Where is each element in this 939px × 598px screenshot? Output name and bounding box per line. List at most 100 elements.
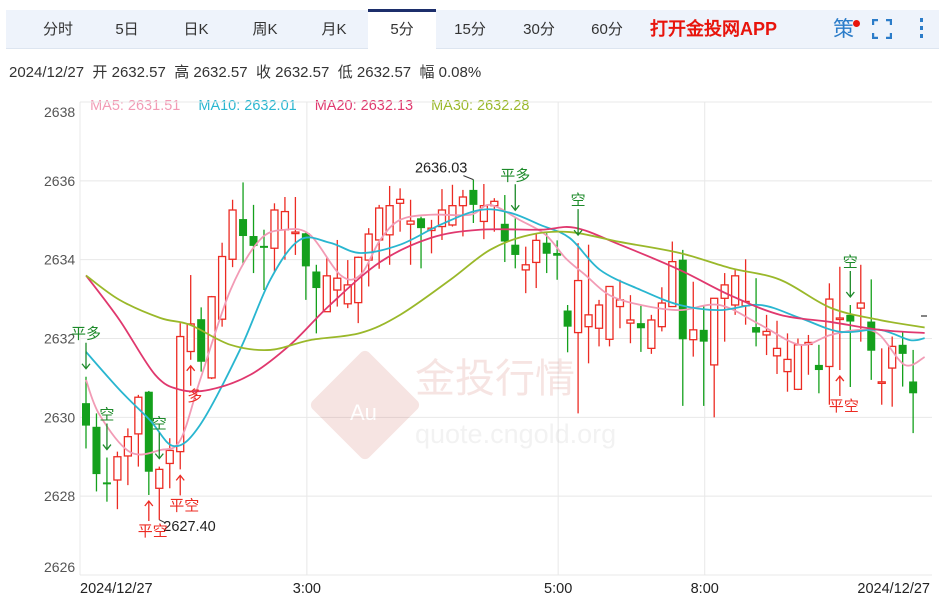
candle-down xyxy=(699,305,708,406)
strategy-button[interactable]: 策 xyxy=(833,10,860,50)
candle-body xyxy=(134,396,143,435)
candle-body xyxy=(102,482,111,485)
tab-monthly-k[interactable]: 月K xyxy=(321,21,347,38)
tab-daily-k[interactable]: 日K xyxy=(183,21,209,38)
signal-marker: 平空 xyxy=(169,474,199,514)
ohlc-info-row: 2024/12/27 开 2632.57 高 2632.57 收 2632.57… xyxy=(9,61,481,82)
y-tick-label: 2638 xyxy=(44,104,75,120)
candle-body xyxy=(375,207,384,241)
candle-down xyxy=(678,249,687,406)
candle-body xyxy=(395,198,405,204)
period-tab-bar: 分时 5日 日K 周K 月K 5分 15分 30分 60分 打开金投网APP 策 xyxy=(6,9,939,50)
candle-up xyxy=(835,266,844,371)
candle-down xyxy=(312,264,321,334)
arrow-up-icon xyxy=(175,474,185,496)
candle-up xyxy=(594,299,604,347)
change-label: 幅 xyxy=(419,64,435,81)
candle-down xyxy=(144,390,153,495)
signal-label: 平多 xyxy=(500,167,530,184)
tab-5day[interactable]: 5日 xyxy=(115,21,139,38)
candle-up xyxy=(793,338,803,391)
candle-down xyxy=(542,233,551,274)
arrow-down-icon xyxy=(845,270,855,299)
open-app-link[interactable]: 打开金投网APP xyxy=(650,19,778,39)
candle-body xyxy=(584,314,593,328)
candle-down xyxy=(249,204,258,274)
candle-up xyxy=(856,264,865,342)
candle-up xyxy=(479,183,489,240)
close-label: 收 xyxy=(255,64,271,81)
more-vertical-icon[interactable] xyxy=(918,18,924,40)
fullscreen-icon[interactable] xyxy=(872,19,892,39)
candle-body xyxy=(228,209,237,260)
tab-5min[interactable]: 5分 xyxy=(368,9,436,49)
tab-weekly-k[interactable]: 周K xyxy=(252,21,278,38)
strategy-label: 策 xyxy=(833,18,854,41)
signal-label: 空 xyxy=(843,254,858,271)
candle-down xyxy=(636,305,645,352)
candle-body xyxy=(155,468,164,489)
candle-body xyxy=(846,314,855,322)
candle-body xyxy=(333,277,342,291)
signal-marker: 平空 xyxy=(138,499,168,540)
candle-up xyxy=(668,241,677,308)
signal-marker: 平空 xyxy=(829,374,859,415)
candle-up xyxy=(710,297,719,418)
tab-60min[interactable]: 60分 xyxy=(591,21,623,38)
low-pointer xyxy=(159,519,166,524)
low-label: 低 xyxy=(337,64,353,81)
candle-body xyxy=(82,403,90,426)
candle-body xyxy=(92,426,101,475)
candle-body xyxy=(699,329,708,342)
x-tick-label: 3:00 xyxy=(293,581,321,597)
candle-up xyxy=(385,185,394,265)
candles xyxy=(82,179,918,520)
x-tick-label: 2024/12/27 xyxy=(80,581,153,597)
candle-down xyxy=(102,457,111,502)
candle-down xyxy=(846,304,855,387)
candle-up xyxy=(343,260,352,309)
candle-up xyxy=(113,451,122,510)
signal-marker: 空 xyxy=(571,192,586,237)
candle-up xyxy=(333,239,342,307)
candle-body xyxy=(573,279,583,334)
candle-down xyxy=(239,182,248,265)
candle-down xyxy=(511,218,520,269)
candle-body xyxy=(825,298,834,368)
watermark: Au 金投行情 quote.cngold.org xyxy=(310,350,616,460)
high-pointer xyxy=(463,175,474,181)
tab-30min[interactable]: 30分 xyxy=(523,21,555,38)
candle-body xyxy=(814,364,823,371)
high-price-label: 2636.03 xyxy=(415,161,467,177)
candle-body xyxy=(710,297,719,366)
x-axis: 2024/12/27 3:00 5:00 8:00 2024/12/27 xyxy=(80,581,930,597)
tab-intraday[interactable]: 分时 xyxy=(42,21,73,38)
candle-body xyxy=(793,344,803,390)
candle-body xyxy=(385,205,394,236)
watermark-logo-text: Au xyxy=(350,400,377,425)
candle-body xyxy=(469,189,478,205)
arrow-up-icon xyxy=(144,499,154,521)
candle-body xyxy=(458,196,468,207)
candle-down xyxy=(752,278,761,347)
ma-lines xyxy=(85,203,926,456)
candle-body xyxy=(312,271,321,289)
candle-body xyxy=(783,358,792,373)
open-label: 开 xyxy=(92,64,108,81)
signal-label: 平空 xyxy=(169,497,199,514)
candle-down xyxy=(898,331,907,387)
candle-down xyxy=(259,229,268,291)
candle-body xyxy=(888,345,897,369)
candle-body xyxy=(417,218,426,229)
ma20-line xyxy=(85,226,925,393)
tab-15min[interactable]: 15分 xyxy=(454,21,486,38)
arrow-down-icon xyxy=(154,432,164,460)
signal-label: 空 xyxy=(571,192,586,209)
high-value: 2632.57 xyxy=(193,64,248,81)
candle-body xyxy=(270,209,279,249)
candle-up xyxy=(762,314,771,356)
candle-up xyxy=(804,334,813,375)
candle-body xyxy=(113,456,122,481)
signal-label: 平空 xyxy=(829,398,859,415)
